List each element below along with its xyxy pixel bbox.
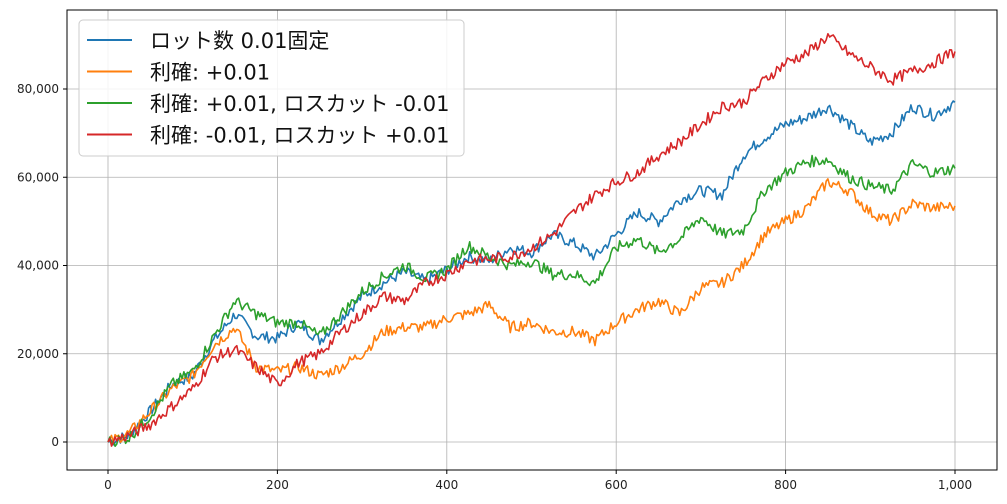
legend-label: ロット数 0.01固定: [150, 29, 329, 53]
series-line-1: [107, 178, 956, 444]
legend-box: [78, 19, 465, 157]
x-tick-label: 200: [266, 478, 289, 492]
x-tick-label: 1,000: [938, 478, 972, 492]
x-tick-label: 0: [104, 478, 112, 492]
y-axis: 0 20,000 40,000 60,000 80,000: [17, 82, 67, 449]
series-line-0: [107, 100, 956, 446]
x-tick-label: 400: [435, 478, 458, 492]
x-tick-label: 600: [605, 478, 628, 492]
x-axis: 0 200 400 600 800 1,000: [104, 470, 972, 492]
y-tick-label: 20,000: [17, 347, 59, 361]
legend-label: 利確: +0.01: [150, 61, 270, 85]
legend-label: 利確: +0.01, ロスカット -0.01: [150, 92, 449, 116]
y-tick-label: 40,000: [17, 259, 59, 273]
legend-label: 利確: -0.01, ロスカット +0.01: [150, 124, 449, 148]
series-lines: [107, 32, 956, 448]
x-tick-label: 800: [774, 478, 797, 492]
y-tick-label: 0: [51, 435, 59, 449]
y-tick-label: 60,000: [17, 170, 59, 184]
series-line-3: [107, 32, 956, 447]
plot-frame: [66, 9, 998, 471]
series-line-2: [107, 154, 956, 448]
y-tick-label: 80,000: [17, 82, 59, 96]
